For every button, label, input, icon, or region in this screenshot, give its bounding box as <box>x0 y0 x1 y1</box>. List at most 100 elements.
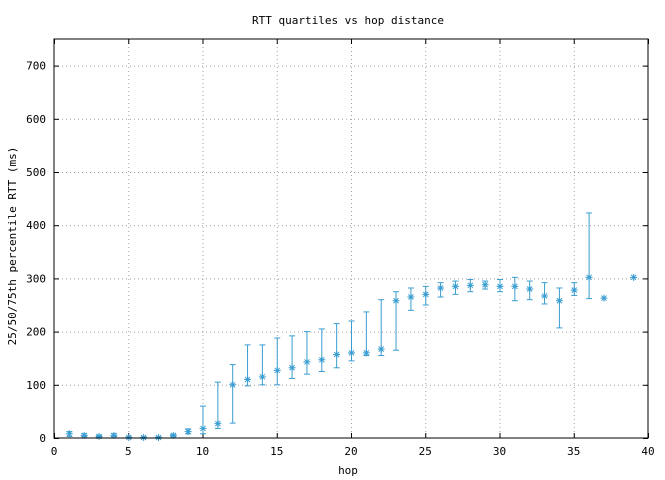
y-tick-label: 400 <box>26 219 46 232</box>
data-point <box>80 431 88 439</box>
median-marker <box>214 420 222 428</box>
data-point <box>585 212 593 300</box>
x-tick-label: 5 <box>125 445 132 458</box>
median-marker <box>555 297 563 305</box>
y-axis-label: 25/50/75th percentile RTT (ms) <box>6 147 19 346</box>
median-marker <box>244 375 252 383</box>
y-tick-label: 600 <box>26 113 46 126</box>
data-point <box>541 282 549 305</box>
data-point <box>199 405 207 435</box>
median-marker <box>184 428 192 436</box>
median-marker <box>362 349 370 357</box>
data-point <box>526 280 534 301</box>
data-point <box>95 432 103 440</box>
data-point <box>555 287 563 329</box>
data-point <box>125 433 133 441</box>
x-tick-label: 0 <box>51 445 58 458</box>
median-marker <box>318 356 326 364</box>
median-marker <box>496 282 504 290</box>
data-point <box>466 278 474 293</box>
x-tick-label: 30 <box>493 445 506 458</box>
median-marker <box>348 349 355 357</box>
y-tick-label: 500 <box>26 166 46 179</box>
median-marker <box>570 286 578 294</box>
data-point <box>437 282 445 298</box>
x-tick-label: 20 <box>344 445 357 458</box>
median-marker <box>407 293 415 301</box>
data-point <box>407 287 415 311</box>
data-point <box>630 273 638 281</box>
data-point <box>229 364 237 424</box>
data-point <box>496 278 504 293</box>
data-point <box>422 285 430 306</box>
grid <box>54 39 648 438</box>
median-marker <box>154 433 162 441</box>
data-point <box>511 276 519 302</box>
median-marker <box>630 273 638 281</box>
median-marker <box>451 282 459 290</box>
median-marker <box>140 433 148 441</box>
median-marker <box>333 350 341 358</box>
x-tick-label: 25 <box>419 445 432 458</box>
chart-title: RTT quartiles vs hop distance <box>252 14 444 27</box>
rtt-series <box>65 212 638 441</box>
data-point <box>570 282 578 296</box>
median-marker <box>600 294 608 302</box>
data-point <box>392 291 400 351</box>
data-point <box>214 381 222 429</box>
data-point <box>110 431 118 439</box>
median-marker <box>80 431 88 439</box>
median-marker <box>229 381 237 389</box>
median-marker <box>437 284 445 292</box>
data-point <box>333 323 341 369</box>
median-marker <box>392 297 400 305</box>
median-marker <box>169 431 177 439</box>
data-point <box>184 428 192 436</box>
median-marker <box>110 431 118 439</box>
median-marker <box>288 364 296 372</box>
data-point <box>481 280 489 290</box>
median-marker <box>377 345 385 353</box>
median-marker <box>541 292 549 300</box>
median-marker <box>303 358 311 366</box>
plot-frame <box>53 38 649 439</box>
median-marker <box>65 430 73 438</box>
data-point <box>318 328 326 372</box>
y-tick-label: 300 <box>26 272 46 285</box>
data-point <box>288 335 296 379</box>
data-point <box>377 299 385 357</box>
x-tick-label: 15 <box>270 445 283 458</box>
x-tick-label: 10 <box>196 445 209 458</box>
data-point <box>154 433 162 441</box>
median-marker <box>422 290 430 298</box>
data-point <box>348 320 355 362</box>
median-marker <box>199 424 207 432</box>
data-point <box>362 311 370 357</box>
data-point <box>244 344 252 387</box>
x-tick-label: 40 <box>641 445 654 458</box>
data-point <box>600 294 608 302</box>
y-tick-label: 100 <box>26 379 46 392</box>
median-marker <box>125 433 133 441</box>
data-point <box>451 280 459 295</box>
median-marker <box>95 432 103 440</box>
median-marker <box>258 373 266 381</box>
data-point <box>303 331 311 375</box>
data-point <box>273 337 281 386</box>
data-point <box>258 344 266 386</box>
median-marker <box>526 285 534 293</box>
y-tick-label: 700 <box>26 60 46 73</box>
x-axis-label: hop <box>338 464 358 477</box>
data-point <box>169 431 177 439</box>
median-marker <box>585 273 593 281</box>
median-marker <box>481 281 489 289</box>
data-point <box>140 433 148 441</box>
data-point <box>65 430 73 438</box>
y-tick-label: 0 <box>39 432 46 445</box>
median-marker <box>273 366 281 374</box>
median-marker <box>466 281 474 289</box>
y-tick-label: 200 <box>26 326 46 339</box>
x-tick-label: 35 <box>567 445 580 458</box>
